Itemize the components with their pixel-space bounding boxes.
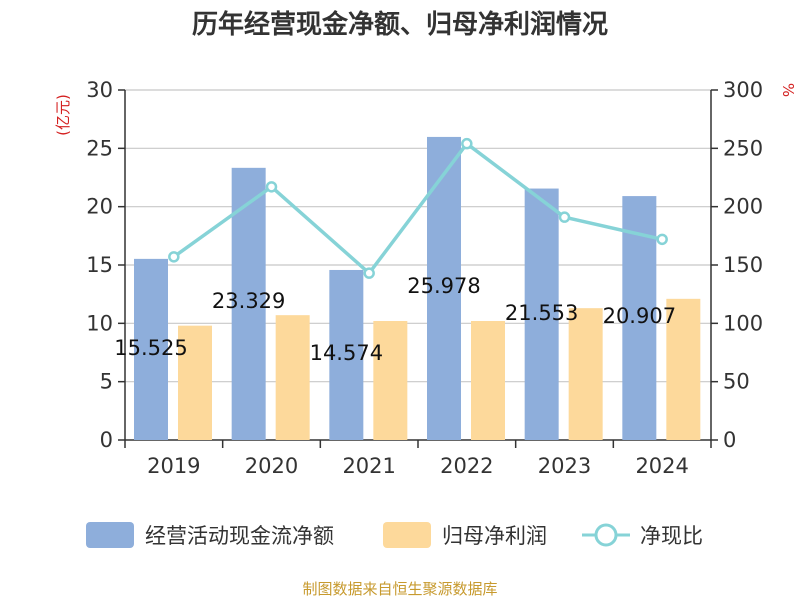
right-tick-label: 200	[723, 195, 763, 219]
x-tick-label: 2020	[245, 454, 298, 478]
left-tick-label: 0	[100, 428, 113, 452]
right-tick-label: 300	[723, 78, 763, 102]
bars	[134, 136, 701, 440]
data-labels: 15.525 23.329 14.574 25.978 21.553 20.907	[114, 274, 676, 365]
left-tick-label: 15	[86, 253, 113, 277]
ratio-point	[363, 267, 375, 279]
grid	[125, 89, 711, 383]
left-tick-label: 5	[100, 370, 113, 394]
bar-data-label: 21.553	[505, 301, 578, 325]
legend-swatch-net-profit	[383, 522, 431, 548]
bar-net-profit	[471, 321, 505, 440]
ratio-point	[656, 233, 668, 246]
right-tick-label: 0	[723, 428, 736, 452]
ratio-point	[168, 251, 180, 263]
ratio-point	[558, 211, 571, 223]
x-tick-label: 2022	[440, 454, 493, 478]
right-tick-label: 50	[723, 370, 750, 394]
right-tick-label: 250	[723, 136, 763, 160]
ratio-point	[265, 181, 278, 193]
chart-title: 历年经营现金净额、归母净利润情况	[192, 9, 608, 40]
legend-label-net-profit: 归母净利润	[442, 524, 547, 548]
left-tick-label: 30	[86, 78, 113, 102]
legend-label-ratio: 净现比	[640, 524, 703, 548]
ratio-point	[461, 137, 473, 150]
left-tick-label: 25	[86, 136, 113, 160]
bar-net-profit	[275, 315, 310, 440]
legend-swatch-cashflow	[86, 522, 134, 548]
bar-net-profit	[178, 325, 212, 440]
legend: 经营活动现金流净额 归母净利润 净现比	[86, 522, 703, 548]
bar-data-label: 23.329	[212, 289, 285, 313]
left-axis-unit: (亿元)	[54, 94, 72, 136]
x-tick-label: 2023	[538, 454, 591, 478]
source-note: 制图数据来自恒生聚源数据库	[302, 580, 497, 598]
bar-net-profit	[666, 298, 701, 440]
bar-data-label: 20.907	[603, 304, 676, 328]
right-axis-unit: %	[779, 83, 797, 97]
legend-marker-ratio	[594, 523, 618, 547]
bar-data-label: 25.978	[407, 274, 480, 298]
x-tick-label: 2019	[147, 454, 200, 478]
ratio-line	[168, 137, 668, 279]
ratio-line-path	[172, 141, 663, 275]
bar-cashflow	[524, 188, 559, 440]
x-tick-label: 2024	[635, 454, 688, 478]
bar-cashflow	[134, 258, 168, 440]
left-tick-label: 20	[86, 195, 113, 219]
left-tick-label: 10	[86, 311, 113, 335]
bar-data-label: 15.525	[114, 336, 187, 360]
bar-net-profit	[373, 321, 408, 440]
legend-label-cashflow: 经营活动现金流净额	[145, 524, 334, 548]
right-tick-label: 100	[723, 311, 763, 335]
right-tick-label: 150	[723, 253, 763, 277]
x-tick-label: 2021	[342, 454, 395, 478]
bar-cashflow	[329, 269, 364, 440]
bar-net-profit	[568, 308, 603, 440]
bar-data-label: 14.574	[310, 341, 383, 365]
